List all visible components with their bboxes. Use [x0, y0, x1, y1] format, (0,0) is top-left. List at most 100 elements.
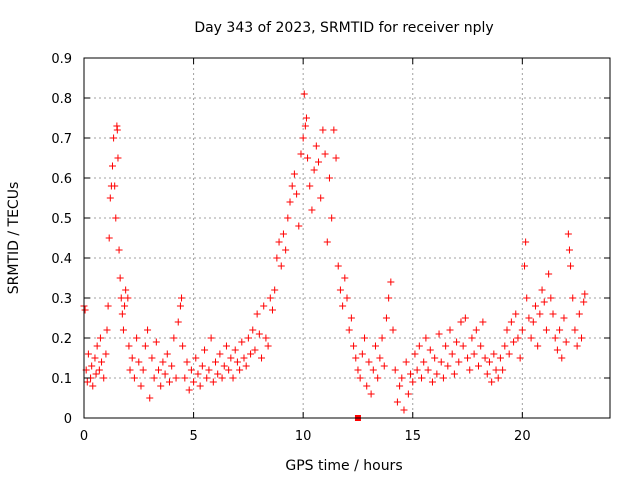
data-point — [172, 374, 180, 382]
data-point — [113, 126, 121, 134]
data-point — [96, 334, 104, 342]
data-point — [374, 374, 382, 382]
data-point — [299, 134, 307, 142]
data-point — [95, 366, 103, 374]
data-point — [503, 326, 511, 334]
data-point — [103, 326, 111, 334]
data-point — [352, 354, 360, 362]
data-point — [341, 274, 349, 282]
data-point — [464, 354, 472, 362]
data-point — [125, 342, 133, 350]
data-point — [201, 346, 209, 354]
data-point — [258, 354, 266, 362]
data-point — [545, 270, 553, 278]
data-point — [488, 378, 496, 386]
data-point — [365, 358, 373, 366]
data-point — [468, 334, 476, 342]
data-point — [578, 334, 586, 342]
data-point — [330, 126, 338, 134]
data-point — [183, 358, 191, 366]
data-point — [564, 230, 572, 238]
data-point — [472, 326, 480, 334]
x-tick-label: 5 — [189, 429, 197, 444]
data-point — [538, 286, 546, 294]
data-point — [542, 326, 550, 334]
data-point — [382, 314, 390, 322]
data-point — [391, 366, 399, 374]
data-point — [212, 358, 219, 366]
data-point — [178, 294, 186, 302]
data-point — [220, 362, 228, 370]
data-point — [393, 398, 401, 406]
data-point — [218, 374, 226, 382]
data-point — [315, 158, 323, 166]
data-point — [282, 246, 290, 254]
data-point — [494, 374, 502, 382]
data-point — [121, 302, 129, 310]
data-point — [492, 366, 500, 374]
data-point — [116, 274, 124, 282]
data-point — [453, 338, 461, 346]
data-point — [118, 310, 126, 318]
data-point — [104, 302, 112, 310]
data-point — [106, 194, 114, 202]
data-point — [420, 358, 428, 366]
data-point — [527, 334, 535, 342]
data-point — [306, 182, 314, 190]
data-point — [255, 330, 263, 338]
data-point — [418, 374, 426, 382]
chart-title: Day 343 of 2023, SRMTID for receiver npl… — [194, 20, 493, 36]
data-point — [431, 354, 439, 362]
data-point — [190, 378, 198, 386]
data-point — [437, 358, 445, 366]
data-point — [247, 350, 255, 358]
data-point — [304, 154, 312, 162]
data-point — [343, 294, 351, 302]
data-point — [114, 154, 122, 162]
data-point — [369, 366, 377, 374]
data-point — [387, 278, 395, 286]
data-point — [553, 346, 561, 354]
data-point — [409, 378, 417, 386]
data-point — [300, 90, 308, 98]
data-point — [242, 362, 250, 370]
data-point — [507, 318, 515, 326]
data-point — [273, 254, 281, 262]
data-point — [238, 338, 246, 346]
data-point — [214, 370, 222, 378]
data-point — [510, 338, 518, 346]
data-point — [531, 302, 539, 310]
data-point — [433, 370, 441, 378]
data-point — [571, 326, 579, 334]
data-point — [207, 334, 215, 342]
data-point — [345, 326, 353, 334]
data-point — [253, 310, 261, 318]
data-point — [150, 374, 158, 382]
y-tick-label: 0.8 — [51, 92, 72, 107]
data-point — [144, 326, 152, 334]
data-point — [117, 294, 125, 302]
data-point — [225, 366, 233, 374]
data-point — [558, 354, 566, 362]
data-point — [525, 314, 533, 322]
data-point — [389, 326, 397, 334]
data-point — [302, 114, 310, 122]
data-point — [523, 294, 531, 302]
y-tick-label: 0.6 — [51, 172, 72, 187]
data-point — [477, 342, 485, 350]
data-point — [130, 374, 138, 382]
data-point — [91, 354, 99, 362]
data-point — [108, 162, 116, 170]
data-point — [227, 354, 235, 362]
y-tick-label: 0.9 — [51, 52, 72, 67]
data-point — [385, 294, 393, 302]
data-point — [354, 366, 362, 374]
data-point — [163, 350, 171, 358]
data-point — [81, 306, 89, 314]
data-point — [155, 366, 163, 374]
data-point — [137, 382, 145, 390]
data-point — [181, 374, 189, 382]
data-point — [84, 350, 92, 358]
data-point — [236, 366, 244, 374]
